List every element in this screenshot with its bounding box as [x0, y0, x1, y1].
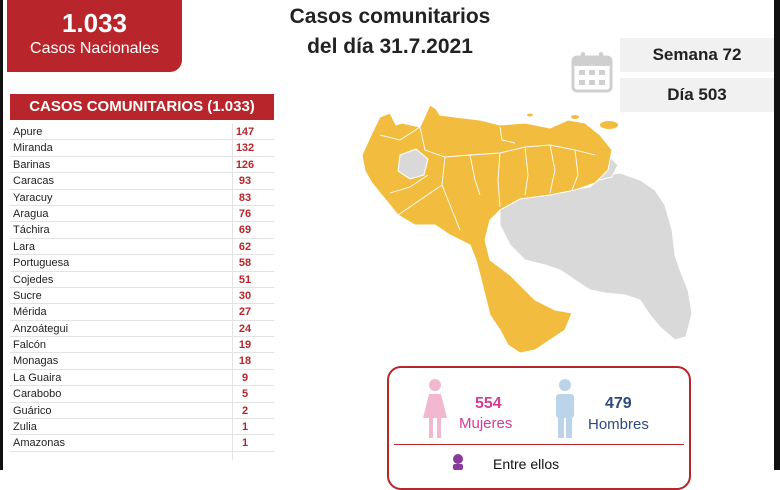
- right-edge: [774, 0, 780, 470]
- state-name: Sucre: [13, 289, 42, 302]
- state-name: La Guaira: [13, 371, 62, 384]
- state-name: Aragua: [13, 207, 49, 220]
- state-count: 2: [241, 404, 249, 417]
- week-box: Semana 72: [620, 38, 774, 72]
- state-name: Anzoátegui: [13, 322, 69, 335]
- table-row: Miranda 132: [10, 140, 274, 157]
- title-line-1: Casos comunitarios: [289, 5, 491, 28]
- table-row: Carabobo 5: [10, 386, 274, 403]
- male-label: Hombres: [588, 416, 649, 433]
- table-row: Sucre 30: [10, 288, 274, 305]
- state-name: Carabobo: [13, 388, 62, 401]
- table-row: Zulia 1: [10, 419, 274, 436]
- table-row: Aragua 76: [10, 206, 274, 223]
- table-row: Lara 62: [10, 239, 274, 256]
- column-separator: [232, 124, 233, 460]
- state-count: 132: [235, 142, 255, 155]
- state-name: Caracas: [13, 175, 54, 188]
- state-count: 27: [238, 306, 252, 319]
- table-row: Monagas 18: [10, 353, 274, 370]
- state-count: 24: [238, 322, 252, 335]
- table-row: Yaracuy 83: [10, 190, 274, 206]
- state-name: Zulia: [13, 421, 37, 434]
- extra-label: Entre ellos: [493, 456, 560, 472]
- state-count: 147: [235, 126, 255, 138]
- state-count: 1: [241, 421, 249, 434]
- state-count: 126: [235, 158, 255, 171]
- total-cases-value: 1.033: [61, 8, 128, 38]
- state-name: Amazonas: [13, 437, 65, 450]
- state-name: Táchira: [13, 224, 50, 237]
- cases-table: Apure 147 Miranda 132 Barinas 126 Caracas 93…: [10, 124, 274, 460]
- state-count: 9: [241, 371, 249, 384]
- state-count: 62: [238, 240, 252, 253]
- state-count: 51: [238, 273, 252, 286]
- state-count: 18: [238, 355, 252, 368]
- female-label: Mujeres: [459, 415, 513, 432]
- state-count: 1: [241, 437, 249, 450]
- table-row: Apure 147: [10, 124, 274, 141]
- map-region-east: [499, 172, 693, 341]
- state-name: Miranda: [13, 142, 53, 155]
- state-count: 19: [238, 339, 252, 352]
- state-count: 83: [238, 191, 252, 204]
- table-row: Cojedes 51: [10, 272, 274, 288]
- table-row: Mérida 27: [10, 304, 274, 321]
- state-name: Falcón: [13, 339, 47, 352]
- state-name: Lara: [13, 240, 36, 253]
- table-row: Guárico 2: [10, 403, 274, 420]
- state-name: Portuguesa: [13, 257, 70, 270]
- state-name: Barinas: [13, 158, 51, 171]
- person-icon: [453, 454, 463, 470]
- state-name: Apure: [13, 126, 43, 138]
- gender-breakdown-box: 554 Mujeres 479 Hombres Entre ellos: [387, 366, 691, 490]
- map-island: [527, 113, 533, 117]
- total-cases-box: 1.033 Casos Nacionales: [7, 0, 182, 72]
- state-count: 76: [238, 207, 252, 220]
- state-name: Guárico: [13, 404, 52, 417]
- female-count: 554: [475, 395, 502, 412]
- table-row: Caracas 93: [10, 173, 274, 190]
- male-count: 479: [605, 395, 632, 412]
- calendar-icon: [571, 52, 613, 93]
- table-row: Anzoátegui 24: [10, 321, 274, 338]
- map-island: [600, 121, 618, 129]
- table-row: Barinas 126: [10, 157, 274, 174]
- state-name: Monagas: [13, 355, 59, 368]
- map-island: [571, 115, 579, 119]
- state-borders: [379, 126, 596, 246]
- state-count: 69: [238, 224, 252, 237]
- state-count: 5: [241, 388, 249, 401]
- cases-table-heading: CASOS COMUNITARIOS (1.033): [10, 94, 274, 120]
- total-cases-label: Casos Nacionales: [30, 40, 159, 57]
- state-name: Cojedes: [13, 273, 54, 286]
- state-name: Yaracuy: [13, 191, 53, 204]
- state-count: 58: [238, 257, 252, 270]
- state-count: 93: [238, 175, 252, 188]
- table-row: La Guaira 9: [10, 370, 274, 387]
- table-row: Portuguesa 58: [10, 255, 274, 272]
- venezuela-map: [361, 104, 693, 354]
- table-row: Amazonas 1: [10, 435, 274, 452]
- title-line-2: del día 31.7.2021: [307, 35, 473, 58]
- state-count: 30: [238, 289, 252, 302]
- table-row: Táchira 69: [10, 222, 274, 239]
- table-row: Falcón 19: [10, 337, 274, 354]
- female-icon: [423, 379, 447, 438]
- page-title: Casos comunitarios del día 31.7.2021: [250, 2, 530, 62]
- state-name: Mérida: [13, 306, 47, 319]
- gender-divider: [394, 444, 684, 445]
- male-icon: [556, 379, 574, 438]
- day-box: Día 503: [620, 78, 774, 112]
- left-edge: [0, 0, 3, 470]
